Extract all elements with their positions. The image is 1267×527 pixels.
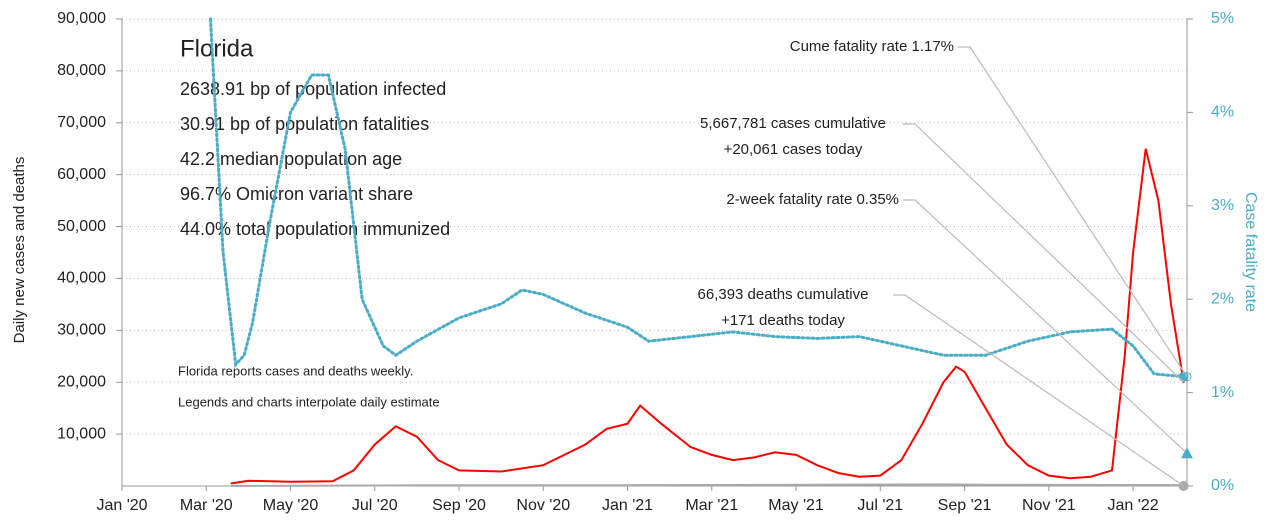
y2-tick-label: 3% [1211, 197, 1234, 214]
note: Legends and charts interpolate daily est… [178, 394, 440, 409]
info-line: 42.2 median population age [180, 149, 402, 169]
y-tick-label: 60,000 [57, 166, 106, 183]
x-tick-label: Nov '21 [1022, 497, 1076, 514]
x-tick-label: Jul '21 [857, 497, 903, 514]
leader-line [958, 46, 1188, 378]
annotation: +20,061 cases today [724, 141, 863, 158]
y-tick-label: 90,000 [57, 10, 106, 27]
x-tick-label: May '21 [768, 497, 824, 514]
series-line [209, 17, 1186, 379]
y2-tick-label: 4% [1211, 104, 1234, 121]
annotation: 66,393 deaths cumulative [698, 286, 869, 303]
y-tick-label: 80,000 [57, 62, 106, 79]
y-tick-label: 40,000 [57, 270, 106, 287]
x-tick-label: Jan '21 [602, 497, 653, 514]
x-tick-label: Jul '20 [352, 497, 398, 514]
annotation: 5,667,781 cases cumulative [700, 115, 886, 132]
y2-tick-label: 5% [1211, 10, 1234, 27]
annotation-marker [1181, 447, 1193, 459]
info-line: 30.91 bp of population fatalities [180, 114, 429, 134]
annotation: Cume fatality rate 1.17% [790, 38, 954, 55]
y2-tick-label: 2% [1211, 290, 1234, 307]
y-tick-label: 30,000 [57, 322, 106, 339]
annotation: +171 deaths today [721, 312, 845, 329]
leader-line [903, 199, 1188, 454]
x-tick-label: Mar '20 [180, 497, 233, 514]
y2-tick-label: 1% [1211, 384, 1234, 401]
info-line: 2638.91 bp of population infected [180, 79, 446, 99]
x-tick-label: Sep '20 [432, 497, 486, 514]
y-tick-label: 50,000 [57, 218, 106, 235]
series-line [230, 148, 1185, 485]
x-tick-label: Nov '20 [516, 497, 570, 514]
annotation: 2-week fatality rate 0.35% [726, 191, 899, 208]
x-tick-label: Mar '21 [685, 497, 738, 514]
y-tick-label: 20,000 [57, 373, 106, 390]
note: Florida reports cases and deaths weekly. [178, 363, 413, 378]
y-tick-label: 70,000 [57, 114, 106, 131]
leader-line [903, 123, 1185, 383]
series-line [230, 483, 1185, 487]
annotation-marker [1182, 372, 1192, 382]
y2-axis-label: Case fatality rate [1242, 192, 1259, 312]
x-tick-label: Jan '22 [1108, 497, 1159, 514]
leader-line [893, 294, 1184, 487]
info-line: 44.0% total population immunized [180, 219, 450, 239]
y-tick-label: 10,000 [57, 425, 106, 442]
x-tick-label: Sep '21 [938, 497, 992, 514]
info-line: 96.7% Omicron variant share [180, 184, 413, 204]
y2-tick-label: 0% [1211, 477, 1234, 494]
y-axis-label: Daily new cases and deaths [11, 157, 28, 344]
x-tick-label: May '20 [263, 497, 319, 514]
chart-title: Florida [180, 35, 254, 62]
x-tick-label: Jan '20 [96, 497, 147, 514]
